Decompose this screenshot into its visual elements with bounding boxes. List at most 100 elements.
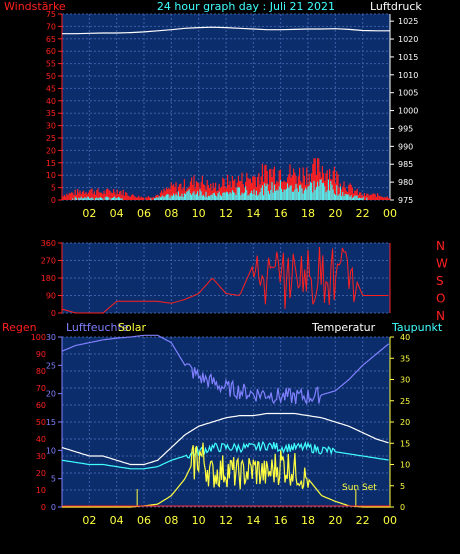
x-tick-label: 22 <box>356 207 370 220</box>
x-tick-label: 00 <box>383 207 397 220</box>
tick-label: 995 <box>398 124 413 133</box>
chart-title: 24 hour graph day : Juli 21 2021 <box>157 0 335 13</box>
compass-label: W <box>436 257 448 271</box>
x-tick-label: 02 <box>82 514 96 527</box>
regen-tick-label: 30 <box>36 452 46 461</box>
compass-label: S <box>436 274 444 288</box>
x-tick-label: 12 <box>219 207 233 220</box>
panel1-x-axis: 02 04 06 08 10 12 14 16 18 20 22 00 <box>82 207 397 220</box>
temp-tick-label: 35 <box>400 354 410 363</box>
compass-label: N <box>436 239 445 253</box>
feuchte-tick-label: 30 <box>46 333 56 342</box>
x-tick-label: 02 <box>82 207 96 220</box>
x-tick-label: 20 <box>328 514 342 527</box>
tick-label: 20 <box>46 146 56 155</box>
tick-label: 60 <box>46 47 56 56</box>
luftfeuchte-label: Luftfeuchte <box>66 321 129 334</box>
x-tick-label: 04 <box>110 207 124 220</box>
regen-tick-label: 60 <box>36 401 46 410</box>
x-tick-label: 10 <box>192 514 206 527</box>
panel1-series <box>61 26 391 200</box>
tick-label: 65 <box>46 35 56 44</box>
panel3-series <box>61 334 390 508</box>
temperatur-label: Temperatur <box>311 321 376 334</box>
x-tick-label: 18 <box>301 207 315 220</box>
tick-label: 1025 <box>398 17 418 26</box>
solar-label: Solar <box>118 321 147 334</box>
temp-tick-label: 20 <box>400 418 410 427</box>
x-tick-label: 14 <box>246 207 260 220</box>
feuchte-tick-label: 25 <box>46 361 56 370</box>
x-tick-label: 16 <box>274 207 288 220</box>
feuchte-tick-label: 15 <box>46 418 56 427</box>
tick-label: 45 <box>46 84 56 93</box>
tick-label: 5 <box>51 184 56 193</box>
sun-set-label: Sun Set <box>342 483 377 493</box>
x-tick-label: 18 <box>301 514 315 527</box>
temp-tick-label: 40 <box>400 333 410 342</box>
temp-tick-label: 15 <box>400 439 410 448</box>
tick-label: 1005 <box>398 89 418 98</box>
compass-label: N <box>436 309 445 323</box>
x-tick-label: 20 <box>328 207 342 220</box>
feuchte-tick-label: 5 <box>51 475 56 484</box>
tick-label: 1000 <box>398 107 418 116</box>
x-tick-label: 06 <box>137 514 151 527</box>
feuchte-tick-label: 0 <box>51 503 56 512</box>
tick-label: 10 <box>46 171 56 180</box>
feuchte-tick-label: 10 <box>46 446 56 455</box>
temperatur-axis: 0 5 10 15 20 25 30 35 40 <box>389 333 410 512</box>
tick-label: 15 <box>46 159 56 168</box>
regen-label: Regen <box>2 321 37 334</box>
panel1-right-axis: 975 980 985 990 995 1000 1005 1010 1015 1020 1025 <box>389 14 418 205</box>
tick-label: 360 <box>41 239 56 248</box>
tick-label: 40 <box>46 97 56 106</box>
regen-tick-label: 20 <box>36 469 46 478</box>
x-tick-label: 16 <box>274 514 288 527</box>
temp-tick-label: 0 <box>400 503 405 512</box>
tick-label: 50 <box>46 72 56 81</box>
tick-label: 985 <box>398 160 413 169</box>
x-tick-label: 10 <box>192 207 206 220</box>
tick-label: 1010 <box>398 71 418 80</box>
tick-label: 980 <box>398 178 413 187</box>
temp-tick-label: 5 <box>400 482 405 491</box>
panel1-left-axis: 0 5 10 15 20 25 30 35 40 45 50 55 60 65 70 75 <box>46 10 63 205</box>
feuchte-tick-label: 20 <box>46 390 56 399</box>
tick-label: 55 <box>46 60 56 69</box>
luftfeuchte-axis: 0 5 10 15 20 25 30 <box>46 333 63 512</box>
x-tick-label: 00 <box>383 514 397 527</box>
tick-label: 70 <box>46 22 56 31</box>
x-tick-label: 14 <box>246 514 260 527</box>
temp-tick-label: 30 <box>400 376 410 385</box>
luftdruck-label: Luftdruck <box>370 0 422 13</box>
tick-label: 1020 <box>398 35 418 44</box>
x-tick-label: 12 <box>219 514 233 527</box>
x-tick-label: 06 <box>137 207 151 220</box>
tick-label: 35 <box>46 109 56 118</box>
x-tick-label: 04 <box>110 514 124 527</box>
panel2-left-axis: 0 90 180 270 360 <box>41 239 63 318</box>
luftfeuchte-line <box>61 334 389 406</box>
tick-label: 1015 <box>398 53 418 62</box>
x-tick-label: 08 <box>164 207 178 220</box>
tick-label: 0 <box>51 196 56 205</box>
tick-label: 180 <box>41 274 56 283</box>
x-tick-label: 22 <box>356 514 370 527</box>
solar-line <box>62 442 390 508</box>
regen-tick-label: 100 <box>31 333 46 342</box>
regen-tick-label: 40 <box>36 435 46 444</box>
tick-label: 30 <box>46 122 56 131</box>
tick-label: 975 <box>398 196 413 205</box>
tick-label: 270 <box>41 257 56 266</box>
regen-axis: 0 10 20 30 40 50 60 70 80 90 100 <box>31 333 46 512</box>
temp-tick-label: 10 <box>400 461 410 470</box>
windstaerke-label: Windstärke <box>4 0 66 13</box>
tick-label: 0 <box>51 309 56 318</box>
panel2-series <box>61 246 389 314</box>
regen-tick-label: 90 <box>36 350 46 359</box>
tick-label: 990 <box>398 142 413 151</box>
regen-tick-label: 0 <box>41 503 46 512</box>
